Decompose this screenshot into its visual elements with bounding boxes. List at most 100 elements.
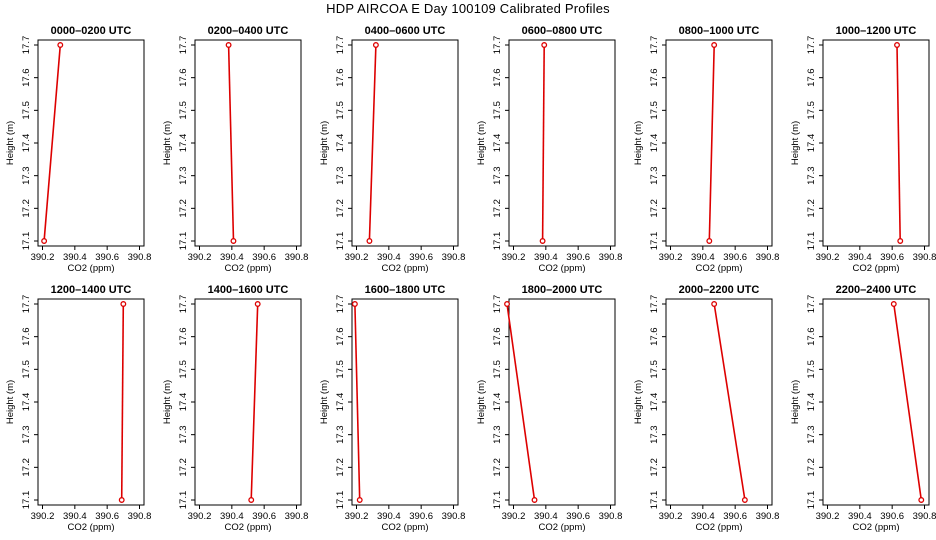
chart-panel: 0200–0400 UTC 390.2 390.4 390.6 390.8 CO2 (pp…	[162, 25, 308, 274]
y-tick-label: 17.6	[649, 327, 660, 346]
series-line	[713, 303, 746, 501]
y-tick-label: 17.2	[492, 199, 503, 218]
x-tick-label: 390.8	[599, 511, 623, 522]
series-line	[708, 44, 715, 242]
data-point	[711, 42, 718, 48]
x-tick-label: 390.6	[95, 511, 119, 522]
y-tick-label: 17.5	[335, 101, 346, 120]
y-tick-label: 17.7	[492, 295, 503, 314]
x-tick-label: 390.6	[723, 252, 747, 263]
y-axis-label: Height (m)	[476, 380, 487, 424]
chart-panel: 0400–0600 UTC 390.2 390.4 390.6 390.8 CO2 (pp…	[319, 25, 465, 274]
x-tick-label: 390.4	[691, 511, 715, 522]
data-point	[351, 301, 358, 307]
x-axis-label: CO2 (ppm)	[225, 522, 272, 533]
x-tick-label: 390.8	[756, 511, 780, 522]
plot-frame	[508, 298, 616, 506]
y-tick-label: 17.4	[335, 393, 346, 412]
y-tick-label: 17.1	[649, 232, 660, 251]
series-line	[227, 44, 235, 242]
y-tick-label: 17.7	[806, 36, 817, 55]
plot-frame	[508, 39, 616, 247]
y-tick-label: 17.1	[806, 491, 817, 510]
x-tick-label: 390.6	[252, 252, 276, 263]
y-tick-label: 17.7	[21, 295, 32, 314]
y-tick-label: 17.3	[649, 166, 660, 185]
y-tick-label: 17.4	[649, 134, 660, 153]
data-point	[356, 497, 363, 503]
chart-panel: 1800–2000 UTC 390.2 390.4 390.6 390.8 CO2 (pp…	[476, 284, 622, 533]
y-axis-label: Height (m)	[790, 121, 801, 165]
x-tick-label: 390.2	[659, 511, 683, 522]
y-tick-label: 17.3	[21, 166, 32, 185]
y-tick-label: 17.2	[806, 199, 817, 218]
data-point	[894, 42, 900, 48]
y-tick-label: 17.2	[492, 458, 503, 477]
y-tick-label: 17.2	[178, 199, 189, 218]
y-tick-label: 17.6	[178, 327, 189, 346]
y-tick-label: 17.7	[806, 295, 817, 314]
y-tick-label: 17.4	[492, 393, 503, 412]
x-tick-label: 390.8	[128, 511, 152, 522]
data-point	[711, 301, 718, 307]
x-axis-label: CO2 (ppm)	[539, 263, 586, 274]
y-tick-label: 17.1	[178, 232, 189, 251]
x-tick-label: 390.8	[285, 511, 309, 522]
y-tick-label: 17.1	[492, 232, 503, 251]
chart-panel: 0800–1000 UTC 390.2 390.4 390.6 390.8 CO2 (pp…	[633, 25, 779, 274]
x-tick-label: 390.2	[502, 252, 526, 263]
x-tick-label: 390.4	[377, 252, 401, 263]
y-tick-label: 17.6	[178, 68, 189, 87]
x-tick-label: 390.8	[442, 511, 466, 522]
y-tick-label: 17.2	[649, 199, 660, 218]
chart-panel: 1200–1400 UTC 390.2 390.4 390.6 390.8 CO2 (pp…	[5, 284, 151, 533]
x-tick-label: 390.4	[220, 252, 244, 263]
x-axis-label: CO2 (ppm)	[382, 263, 429, 274]
y-tick-label: 17.4	[178, 134, 189, 153]
y-tick-label: 17.1	[21, 491, 32, 510]
y-tick-label: 17.1	[178, 491, 189, 510]
x-tick-label: 390.8	[285, 252, 309, 263]
y-tick-label: 17.2	[21, 458, 32, 477]
x-tick-label: 390.6	[880, 252, 904, 263]
chart-panel: 2200–2400 UTC 390.2 390.4 390.6 390.8 CO2 (pp…	[790, 284, 936, 533]
y-tick-label: 17.5	[335, 360, 346, 379]
data-point	[531, 497, 538, 503]
y-tick-label: 17.2	[806, 458, 817, 477]
y-tick-label: 17.4	[492, 134, 503, 153]
series-line	[368, 44, 377, 242]
data-point	[225, 42, 232, 48]
y-tick-label: 17.5	[649, 360, 660, 379]
panel-title: 0000–0200 UTC	[51, 25, 132, 37]
y-tick-label: 17.7	[335, 36, 346, 55]
y-tick-label: 17.7	[178, 295, 189, 314]
y-tick-label: 17.2	[335, 458, 346, 477]
y-tick-label: 17.5	[21, 101, 32, 120]
x-tick-label: 390.4	[691, 252, 715, 263]
y-tick-label: 17.3	[649, 425, 660, 444]
x-tick-label: 390.2	[188, 511, 212, 522]
x-tick-label: 390.2	[659, 252, 683, 263]
data-point	[504, 301, 510, 307]
plot-frame	[822, 39, 930, 247]
panel-title: 1400–1600 UTC	[208, 284, 289, 296]
y-tick-label: 17.1	[335, 232, 346, 251]
x-tick-label: 390.4	[534, 252, 558, 263]
y-tick-label: 17.6	[492, 327, 503, 346]
plot-frame	[351, 39, 459, 247]
y-tick-label: 17.5	[649, 101, 660, 120]
y-axis-label: Height (m)	[319, 380, 330, 424]
x-tick-label: 390.4	[848, 511, 872, 522]
plot-frame	[665, 39, 773, 247]
x-axis-label: CO2 (ppm)	[225, 263, 272, 274]
data-point	[230, 238, 237, 244]
y-tick-label: 17.6	[649, 68, 660, 87]
data-point	[706, 238, 713, 244]
panel-title: 2200–2400 UTC	[836, 284, 917, 296]
series-line	[120, 303, 125, 501]
data-point	[366, 238, 373, 244]
y-axis-label: Height (m)	[5, 380, 16, 424]
x-tick-label: 390.6	[252, 511, 276, 522]
data-point	[120, 301, 127, 307]
